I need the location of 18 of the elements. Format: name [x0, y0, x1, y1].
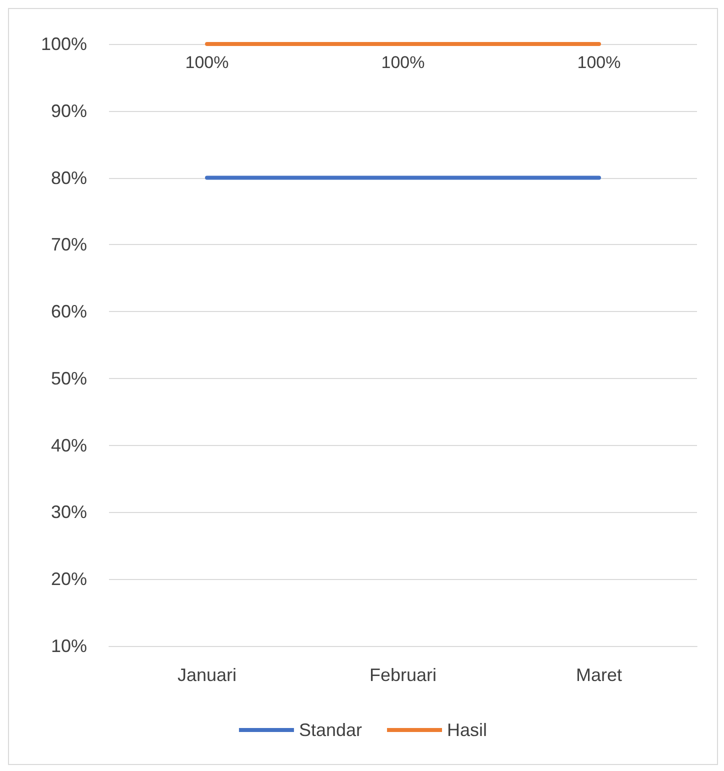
y-tick-label: 30% — [50, 502, 87, 522]
y-tick-label: 80% — [50, 168, 87, 188]
y-tick-label: 70% — [50, 234, 87, 255]
x-tick-label: Januari — [177, 665, 237, 685]
y-tick-label: 50% — [50, 368, 87, 388]
y-tick-label: 20% — [50, 569, 87, 590]
y-tick-label: 90% — [50, 100, 87, 121]
y-tick-label: 40% — [50, 435, 87, 456]
x-tick-label: Februari — [369, 665, 437, 685]
data-label: 100% — [577, 53, 621, 72]
x-tick-label: Maret — [576, 665, 622, 685]
data-label: 100% — [185, 53, 229, 72]
legend-label: Standar — [298, 720, 362, 740]
y-tick-label: 10% — [50, 636, 87, 656]
y-tick-label: 100% — [40, 34, 87, 54]
data-label: 100% — [381, 53, 425, 72]
legend-label: Hasil — [447, 720, 488, 740]
y-tick-label: 60% — [50, 302, 87, 322]
